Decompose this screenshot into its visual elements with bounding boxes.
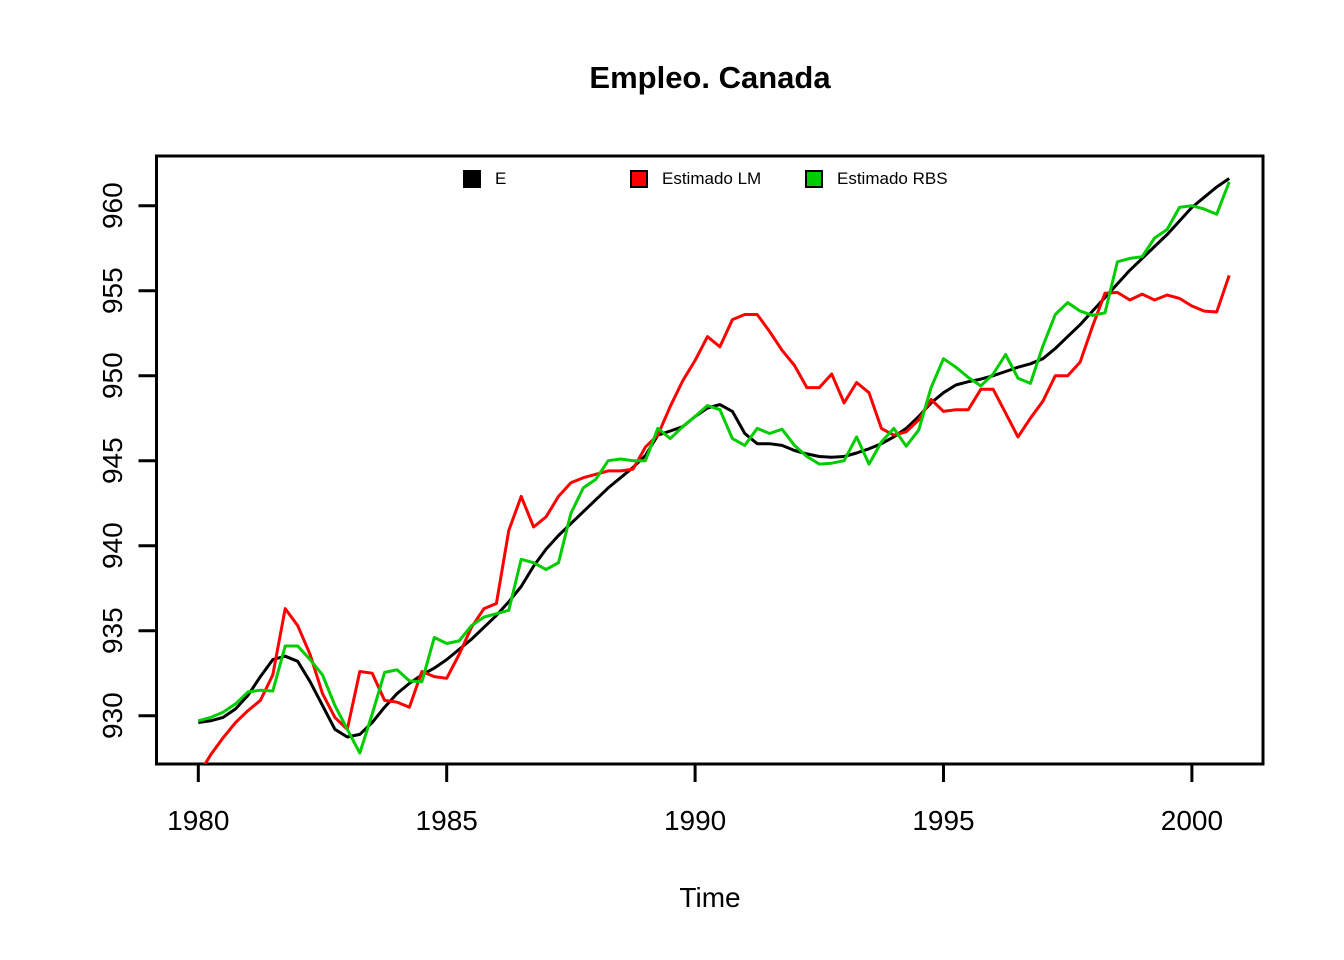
y-tick-label: 945: [97, 437, 128, 484]
x-tick-label: 1980: [167, 805, 229, 836]
x-tick-label: 1990: [664, 805, 726, 836]
legend-swatch-estimado-rbs: [805, 170, 823, 188]
legend-label-estimado-lm: Estimado LM: [662, 169, 762, 188]
legend-item-estimado-lm: Estimado LM: [630, 168, 761, 190]
legend-swatch-estimado-lm: [630, 170, 648, 188]
x-tick-label: 1995: [912, 805, 974, 836]
legend-swatch-e: [463, 170, 481, 188]
y-tick-label: 930: [97, 692, 128, 739]
series-line-e: [198, 177, 1231, 739]
legend-item-estimado-rbs: Estimado RBS: [805, 168, 948, 190]
y-tick-label: 935: [97, 607, 128, 654]
y-tick-label: 950: [97, 352, 128, 399]
x-axis-title: Time: [679, 882, 741, 913]
series-line-estimado-lm: [203, 274, 1231, 764]
legend-label-e: E: [495, 169, 507, 188]
y-tick-label: 940: [97, 522, 128, 569]
y-tick-label: 955: [97, 267, 128, 314]
x-tick-label: 2000: [1161, 805, 1223, 836]
legend-label-estimado-rbs: Estimado RBS: [837, 169, 948, 188]
legend-item-e: E: [463, 168, 506, 190]
chart-title: Empleo. Canada: [589, 60, 831, 95]
x-tick-label: 1985: [416, 805, 478, 836]
y-tick-label: 960: [97, 182, 128, 229]
series-line-estimado-rbs: [197, 181, 1231, 755]
